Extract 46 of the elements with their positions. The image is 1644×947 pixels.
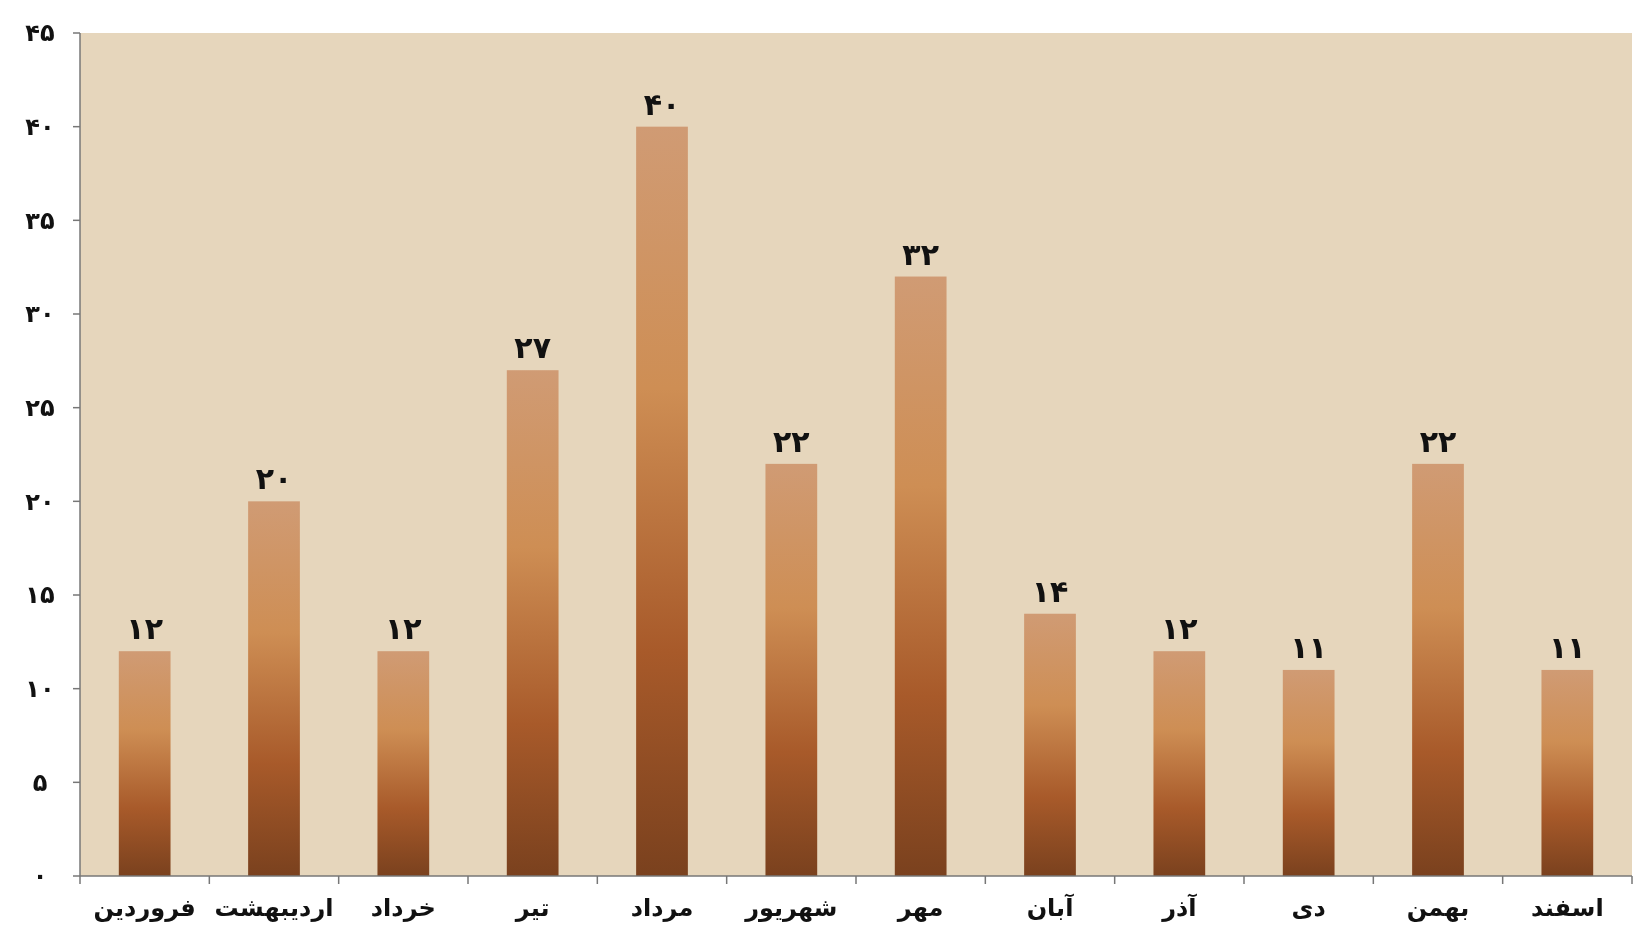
x-tick-label: شهریور: [744, 894, 838, 922]
y-tick-label: ۲۰: [25, 487, 55, 516]
y-tick-label: ۲۵: [25, 394, 55, 423]
data-label: ۱۲: [385, 611, 422, 647]
bar: [765, 463, 818, 876]
bar: [248, 501, 300, 876]
x-tick-label: آذر: [1161, 893, 1198, 922]
bar: [636, 126, 688, 876]
x-tick-label: فروردین: [93, 894, 196, 922]
data-label: ۲۲: [773, 423, 810, 459]
y-tick-label: ۴۵: [25, 19, 55, 48]
data-label: ۱۴: [1031, 573, 1069, 609]
data-label: ۲۷: [514, 330, 551, 366]
x-tick-label: مهر: [896, 894, 944, 922]
x-tick-label: اردیبهشت: [214, 894, 334, 922]
y-tick-label: ۰: [32, 862, 48, 891]
data-label: ۱۲: [1161, 611, 1198, 647]
x-tick-label: دی: [1291, 894, 1326, 922]
data-label: ۳۲: [902, 236, 939, 272]
data-label: ۱۲: [126, 611, 163, 647]
x-tick-label: خرداد: [370, 894, 436, 922]
y-tick-label: ۴۰: [25, 113, 55, 142]
y-tick-label: ۵: [32, 768, 48, 797]
bar: [1541, 669, 1594, 876]
x-tick-label: بهمن: [1406, 894, 1470, 922]
x-tick-label: آبان: [1026, 893, 1075, 922]
y-tick-label: ۳۰: [25, 300, 55, 329]
bar: [506, 370, 559, 876]
x-tick-label: تیر: [514, 894, 550, 922]
data-label: ۴۰: [643, 86, 681, 122]
data-label: ۲۰: [255, 461, 293, 497]
y-tick-label: ۱۵: [25, 581, 55, 610]
data-label: ۱۱: [1549, 629, 1586, 665]
data-label: ۲۲: [1419, 423, 1457, 459]
bar: [118, 651, 171, 876]
data-label: ۱۱: [1290, 629, 1327, 665]
bar: [377, 651, 430, 876]
bar: [1024, 613, 1076, 876]
y-tick-label: ۳۵: [25, 206, 55, 235]
bar: [1282, 669, 1335, 876]
bar: [894, 276, 947, 876]
y-tick-label: ۱۰: [25, 675, 55, 704]
bar: [1153, 651, 1206, 876]
x-tick-label: مرداد: [630, 894, 694, 922]
x-tick-label: اسفند: [1530, 894, 1604, 922]
bar: [1412, 463, 1464, 876]
